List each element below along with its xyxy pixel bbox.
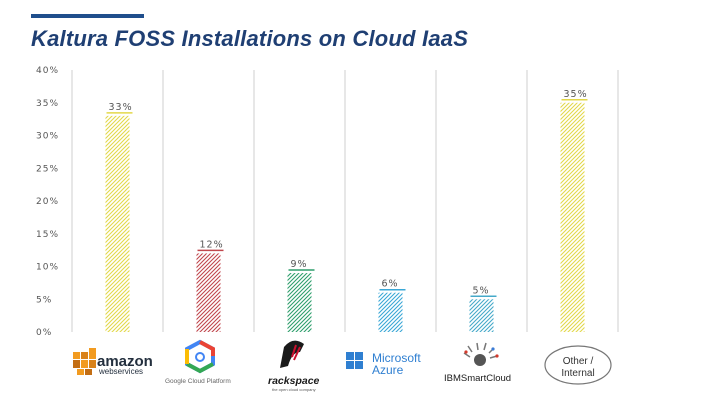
chart-title: Kaltura FOSS Installations on Cloud IaaS xyxy=(31,26,469,51)
amazon-webservices-logo: amazon webservices xyxy=(73,348,153,376)
other-logo-line1: Other / xyxy=(563,356,594,367)
data-labels: 33% 12% 9% 6% 5% 35% xyxy=(106,89,588,297)
azure-logo-text: Azure xyxy=(372,363,404,377)
data-label: 6% xyxy=(382,279,399,290)
other-internal-logo: Other / Internal xyxy=(544,345,612,385)
bar xyxy=(105,115,130,332)
microsoft-azure-logo: Microsoft Azure xyxy=(346,351,421,377)
ibm-logo-text: IBMSmartCloud xyxy=(444,373,511,384)
grid-lines xyxy=(71,70,619,332)
other-logo-line2: Internal xyxy=(561,368,594,379)
y-tick-label: 20% xyxy=(36,197,59,207)
data-label: 9% xyxy=(291,259,308,270)
y-tick-label: 0% xyxy=(36,328,52,338)
data-label: 35% xyxy=(564,89,588,100)
google-logo-text: Google Cloud Platform xyxy=(165,378,231,385)
y-tick-label: 35% xyxy=(36,99,59,109)
data-label: 5% xyxy=(473,285,490,296)
bar xyxy=(196,253,221,332)
rackspace-logo-text: rackspace xyxy=(268,375,320,387)
bar xyxy=(378,292,403,332)
y-tick-label: 30% xyxy=(36,132,59,142)
bars xyxy=(105,102,585,332)
bar xyxy=(287,273,312,332)
rackspace-logo: rackspace the open cloud company xyxy=(268,340,320,392)
y-tick-label: 10% xyxy=(36,263,59,273)
title-accent-rule xyxy=(31,14,144,18)
bar xyxy=(469,299,494,332)
amazon-logo-subtext: webservices xyxy=(98,367,143,376)
y-tick-label: 15% xyxy=(36,230,59,240)
y-axis-ticks: 0% 5% 10% 15% 20% 25% 30% 35% 40% xyxy=(36,66,59,338)
data-label: 12% xyxy=(200,239,224,250)
microsoft-logo-text: Microsoft xyxy=(372,351,421,365)
rackspace-logo-tagline: the open cloud company xyxy=(272,387,316,392)
google-cloud-platform-logo: Google Cloud Platform xyxy=(165,339,231,385)
y-tick-label: 40% xyxy=(36,66,59,76)
data-label: 33% xyxy=(109,102,133,113)
bar xyxy=(560,102,585,332)
y-tick-label: 5% xyxy=(36,295,52,305)
y-tick-label: 25% xyxy=(36,164,59,174)
amazon-logo-text: amazon xyxy=(97,353,153,370)
ibm-smartcloud-logo: IBMSmartCloud xyxy=(444,342,511,384)
